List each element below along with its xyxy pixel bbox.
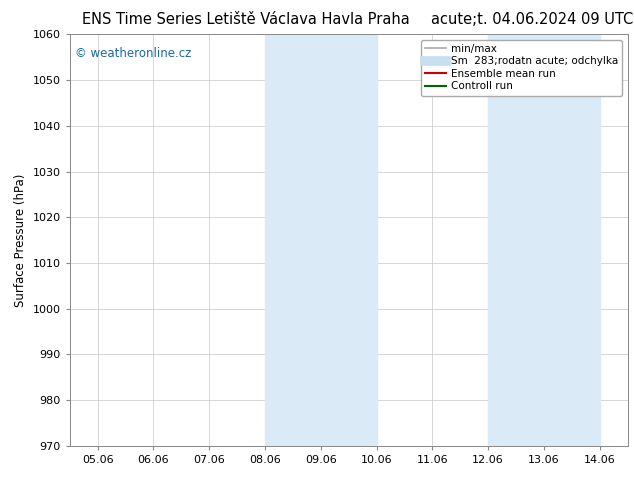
Bar [265,34,377,446]
Legend: min/max, Sm  283;rodatn acute; odchylka, Ensemble mean run, Controll run: min/max, Sm 283;rodatn acute; odchylka, … [421,40,623,96]
Text: acute;t. 04.06.2024 09 UTC: acute;t. 04.06.2024 09 UTC [431,12,633,27]
Bar [488,34,600,446]
Y-axis label: Surface Pressure (hPa): Surface Pressure (hPa) [14,173,27,307]
Text: ENS Time Series Letiště Václava Havla Praha: ENS Time Series Letiště Václava Havla Pr… [82,12,410,27]
Text: © weatheronline.cz: © weatheronline.cz [75,47,191,60]
